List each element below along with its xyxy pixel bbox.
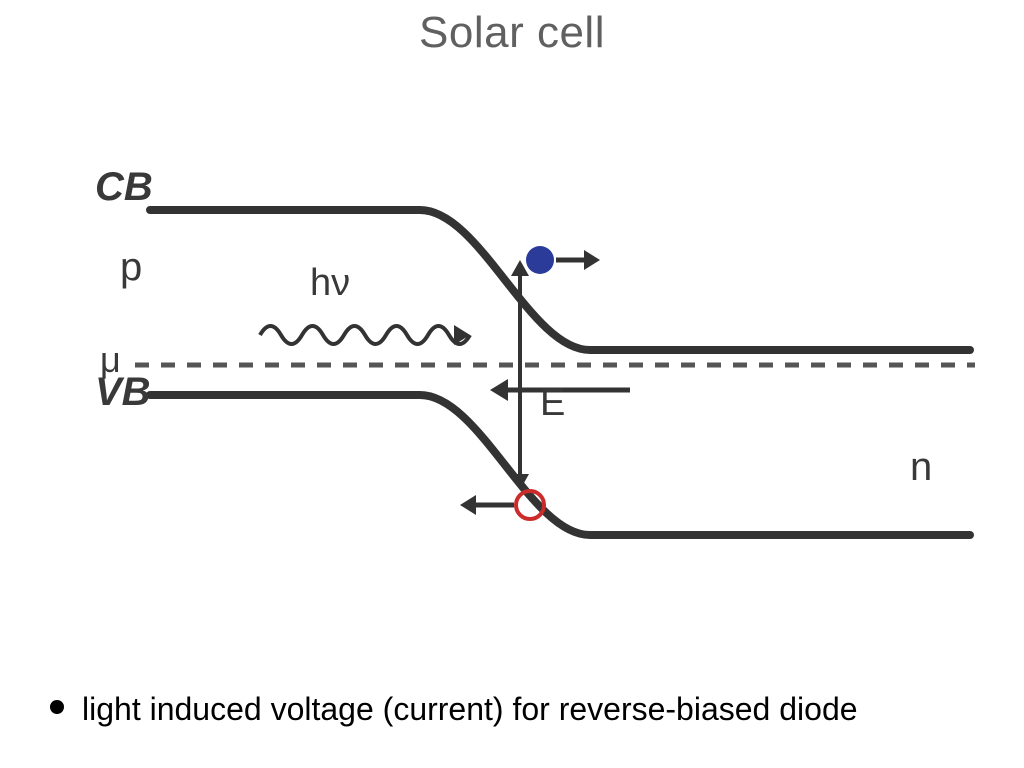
bullet-text: light induced voltage (current) for reve… <box>82 691 858 728</box>
slide: { "title": "Solar cell", "bullet": "ligh… <box>0 0 1024 768</box>
label-vb: VB <box>95 370 151 415</box>
band-diagram: CB p hν μ VB E n <box>40 90 980 560</box>
label-cb: CB <box>95 165 153 210</box>
label-e: E <box>540 382 565 425</box>
diagram-svg <box>40 90 980 560</box>
bullet-row: light induced voltage (current) for reve… <box>50 691 858 728</box>
slide-title: Solar cell <box>0 8 1024 58</box>
label-n: n <box>910 445 932 490</box>
label-p: p <box>120 245 142 290</box>
label-hv: hν <box>310 262 350 305</box>
bullet-dot-icon <box>50 700 64 714</box>
